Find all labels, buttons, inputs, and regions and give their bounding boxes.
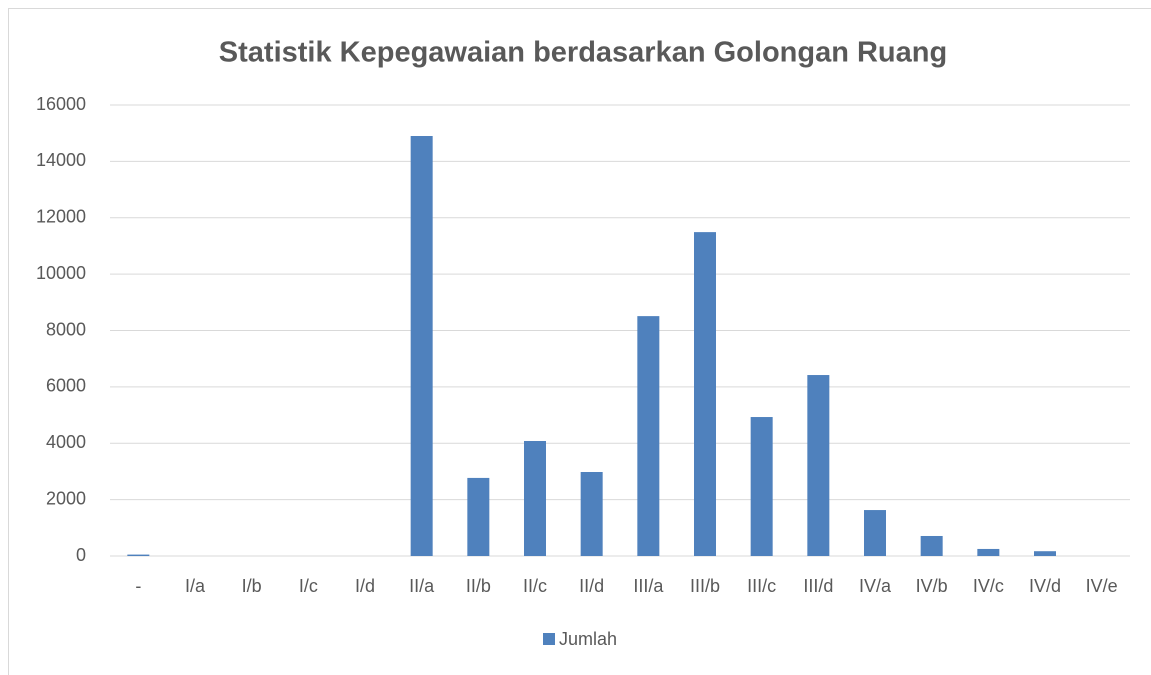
y-tick-label: 6000 bbox=[46, 376, 86, 396]
bar bbox=[410, 136, 433, 556]
bar bbox=[864, 510, 886, 556]
legend-swatch bbox=[543, 633, 555, 645]
legend-label: Jumlah bbox=[559, 629, 617, 649]
x-tick-label: IV/a bbox=[859, 576, 892, 596]
x-tick-label: III/c bbox=[747, 576, 776, 596]
x-tick-label: II/a bbox=[409, 576, 435, 596]
bar bbox=[1034, 551, 1056, 556]
bar bbox=[750, 417, 773, 556]
bar bbox=[580, 472, 603, 556]
x-tick-label: I/c bbox=[299, 576, 318, 596]
bar bbox=[467, 477, 490, 556]
x-tick-label: I/d bbox=[355, 576, 375, 596]
chart-title: Statistik Kepegawaian berdasarkan Golong… bbox=[219, 37, 947, 69]
x-tick-label: III/d bbox=[803, 576, 833, 596]
y-tick-label: 0 bbox=[76, 545, 86, 565]
chart-border bbox=[8, 8, 1151, 675]
x-tick-label: II/d bbox=[579, 576, 604, 596]
bar bbox=[920, 535, 943, 556]
x-tick-label: III/b bbox=[690, 576, 720, 596]
bar bbox=[807, 375, 830, 556]
x-tick-label: IV/e bbox=[1086, 576, 1118, 596]
x-tick-label: IV/c bbox=[973, 576, 1004, 596]
y-tick-label: 2000 bbox=[46, 488, 86, 508]
y-tick-label: 4000 bbox=[46, 432, 86, 452]
x-tick-label: IV/d bbox=[1029, 576, 1061, 596]
y-tick-label: 14000 bbox=[36, 150, 86, 170]
x-tick-label: IV/b bbox=[916, 576, 948, 596]
y-tick-label: 12000 bbox=[36, 207, 86, 227]
x-tick-label: II/c bbox=[523, 576, 547, 596]
y-tick-label: 8000 bbox=[46, 319, 86, 339]
x-tick-label: I/b bbox=[242, 576, 262, 596]
y-tick-label: 16000 bbox=[36, 94, 86, 114]
x-tick-label: II/b bbox=[466, 576, 491, 596]
bar bbox=[127, 554, 150, 556]
bar bbox=[977, 548, 1000, 556]
bar bbox=[694, 232, 716, 557]
bar bbox=[637, 316, 660, 556]
bar bbox=[524, 440, 546, 556]
x-tick-label: III/a bbox=[633, 576, 664, 596]
y-tick-label: 10000 bbox=[36, 263, 86, 283]
x-tick-label: - bbox=[135, 576, 141, 596]
x-tick-label: I/a bbox=[185, 576, 206, 596]
